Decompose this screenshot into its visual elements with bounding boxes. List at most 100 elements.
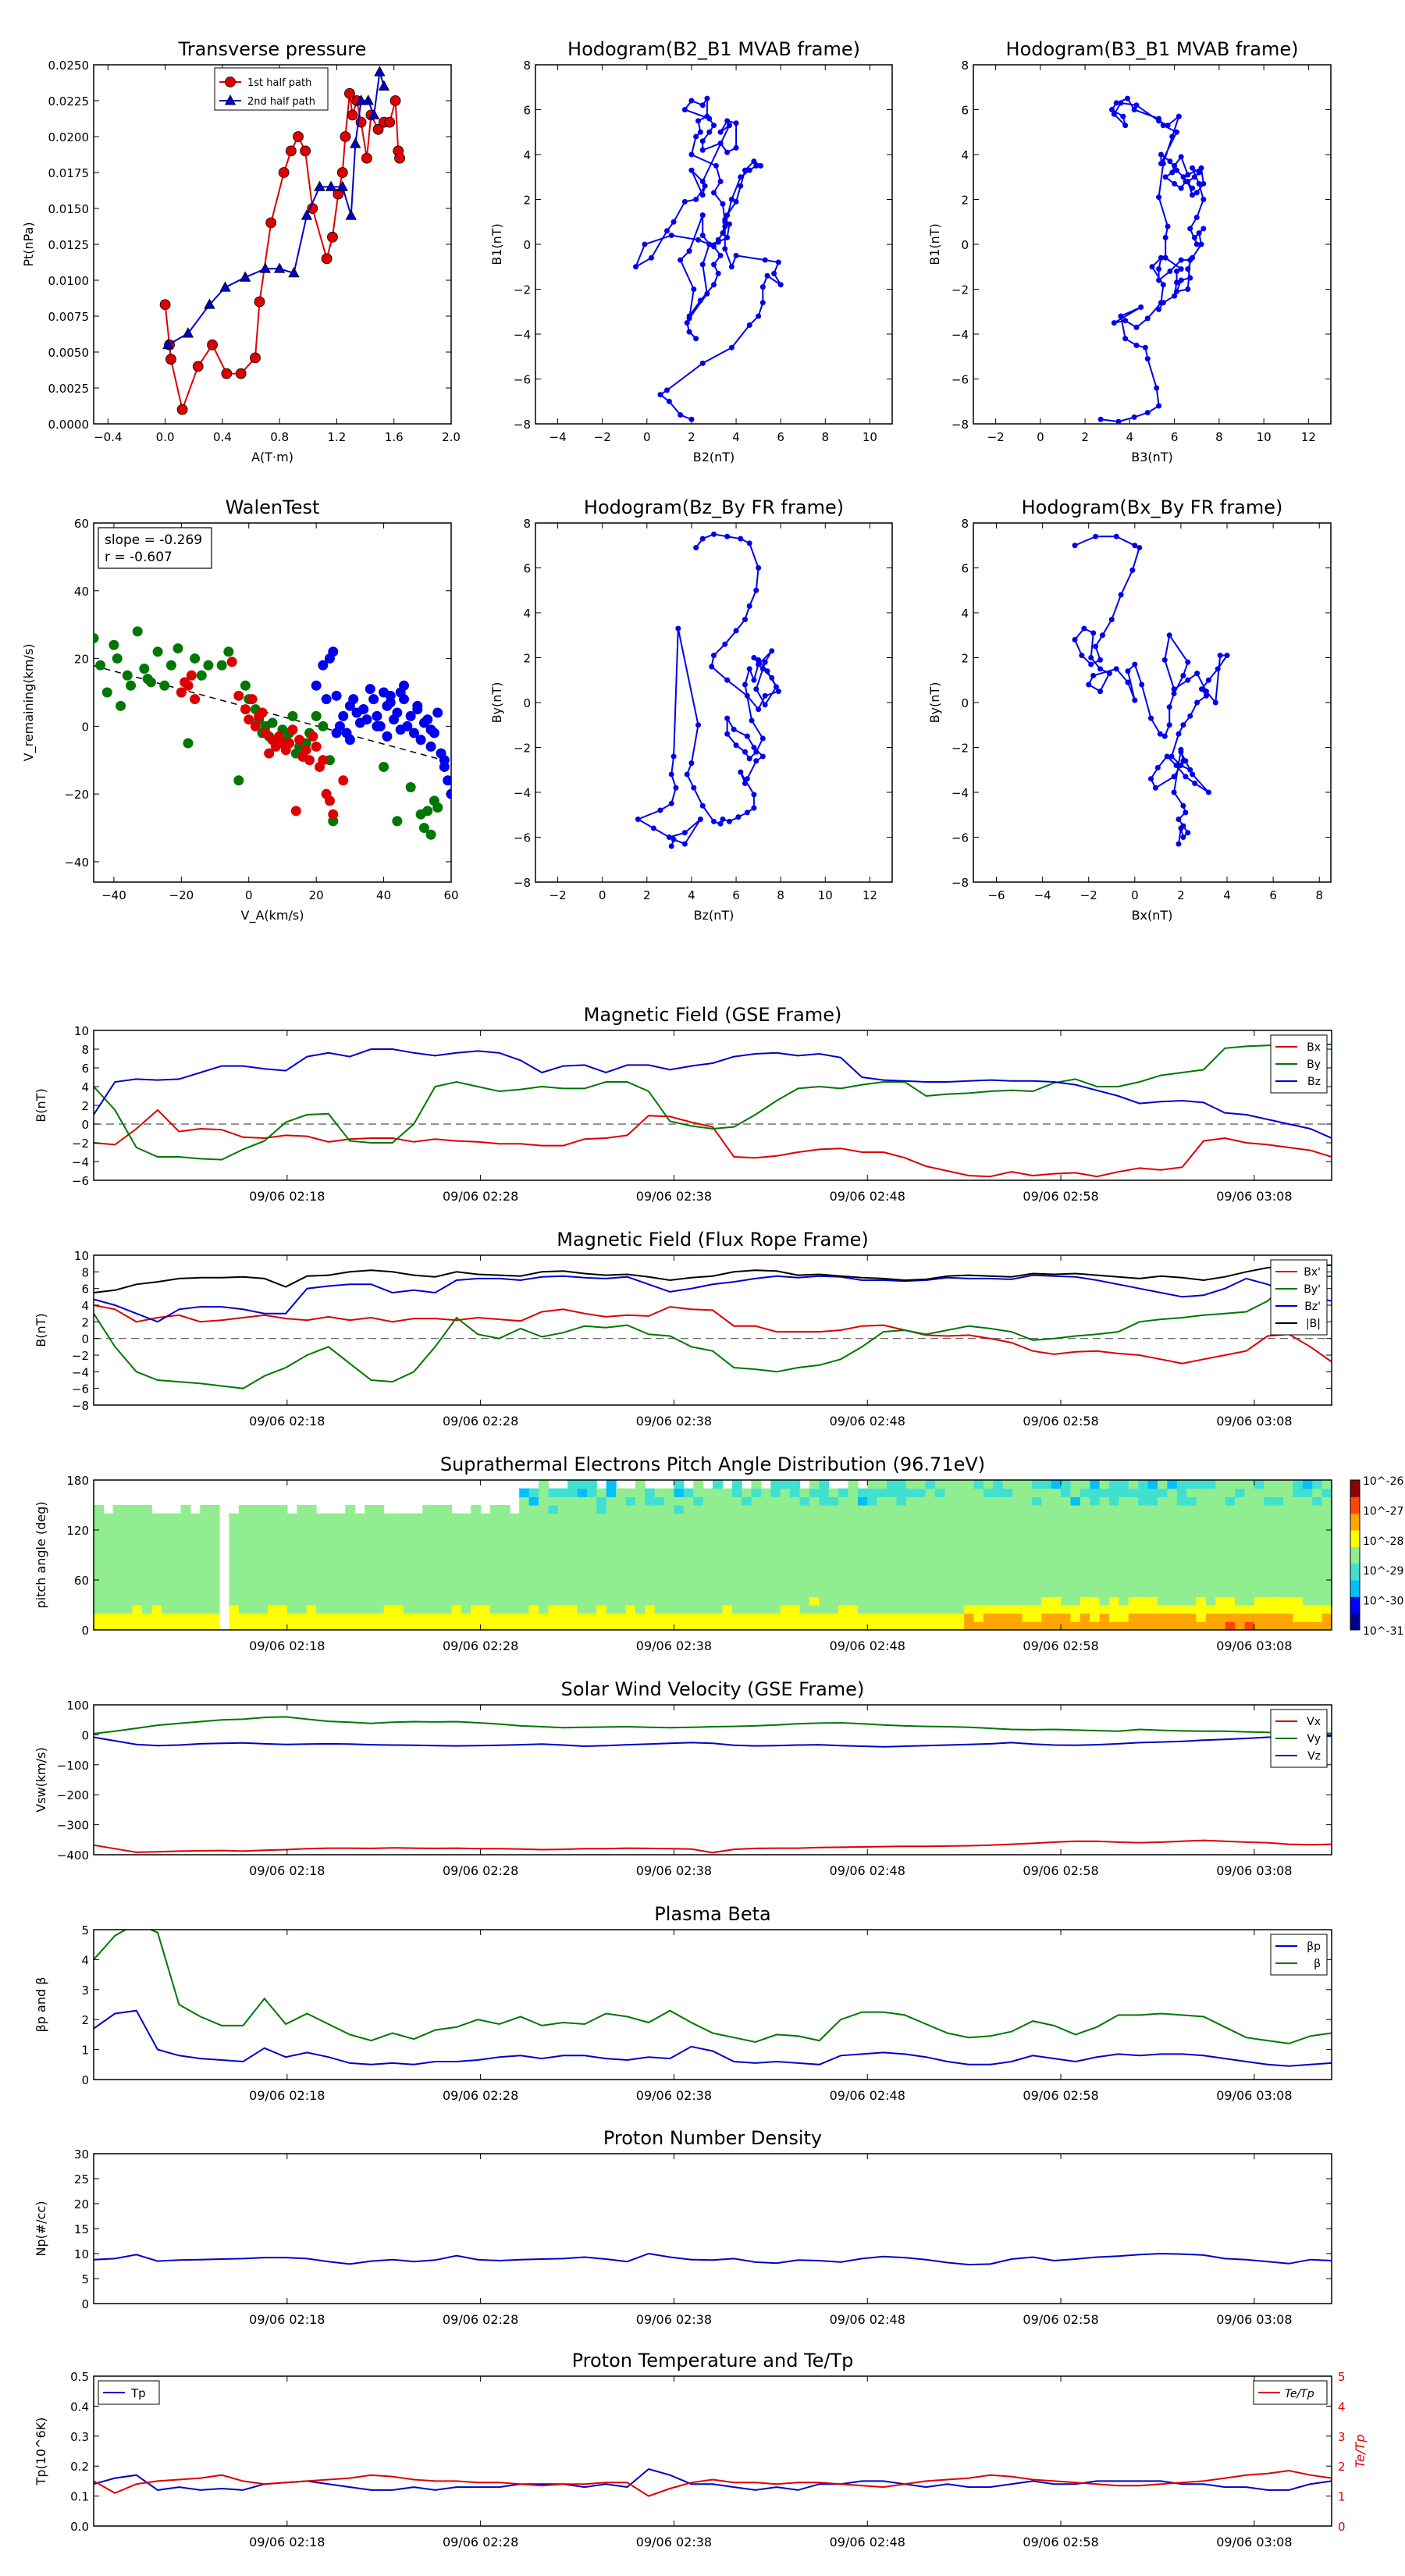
heatmap-cell — [490, 1505, 501, 1514]
heatmap-cell — [770, 1538, 781, 1547]
y-tick-label: 0.4 — [70, 2400, 89, 2414]
heatmap-cell — [500, 1605, 510, 1614]
data-point — [744, 733, 750, 739]
data-point — [126, 680, 137, 691]
heatmap-cell — [954, 1521, 965, 1531]
heatmap-cell — [577, 1621, 588, 1630]
heatmap-cell — [664, 1588, 675, 1597]
colorbar-segment — [1350, 1496, 1360, 1514]
heatmap-cell — [306, 1521, 317, 1531]
heatmap-cell — [123, 1546, 133, 1556]
heatmap-cell — [887, 1613, 898, 1622]
data-point — [681, 841, 688, 847]
data-point — [681, 830, 688, 836]
heatmap-cell — [383, 1621, 394, 1630]
heatmap-cell — [335, 1596, 346, 1606]
heatmap-cell — [799, 1563, 810, 1572]
heatmap-cell — [645, 1488, 656, 1497]
heatmap-cell — [297, 1513, 308, 1522]
heatmap-cell — [809, 1521, 820, 1531]
heatmap-cell — [171, 1571, 182, 1581]
heatmap-cell — [94, 1555, 104, 1564]
y-tick-label: −6 — [72, 1174, 89, 1188]
heatmap-cell — [451, 1538, 462, 1547]
heatmap-cell — [702, 1555, 713, 1564]
axes-frame — [93, 522, 452, 883]
legend-label: Te/Tp — [1285, 2388, 1314, 2400]
heatmap-cell — [828, 1538, 839, 1547]
heatmap-cell — [954, 1596, 965, 1606]
heatmap-cell — [577, 1555, 588, 1564]
heatmap-cell — [616, 1571, 627, 1581]
heatmap-cell — [1080, 1513, 1090, 1522]
heatmap-cell — [1119, 1505, 1129, 1514]
heatmap-cell — [896, 1563, 907, 1572]
heatmap-cell — [432, 1588, 443, 1597]
heatmap-cell — [325, 1605, 336, 1614]
heatmap-cell — [1283, 1505, 1294, 1514]
heatmap-cell — [760, 1588, 771, 1597]
data-point — [762, 659, 768, 665]
time-tick-label: 09/06 03:08 — [1216, 2535, 1292, 2549]
heatmap-cell — [742, 1605, 752, 1614]
heatmap-cell — [702, 1513, 713, 1522]
heatmap-cell — [577, 1505, 588, 1514]
heatmap-cell — [770, 1513, 781, 1522]
heatmap-cell — [432, 1530, 443, 1539]
heatmap-cell — [1147, 1480, 1158, 1489]
heatmap-cell — [973, 1563, 984, 1572]
heatmap-cell — [944, 1571, 955, 1581]
heatmap-cell — [268, 1580, 279, 1589]
heatmap-cell — [1061, 1488, 1072, 1497]
heatmap-cell — [1109, 1555, 1120, 1564]
time-tick-label: 09/06 03:08 — [1216, 1189, 1292, 1204]
heatmap-cell — [887, 1571, 898, 1581]
data-point — [1156, 266, 1162, 272]
data-point — [1131, 414, 1137, 420]
heatmap-cell — [112, 1596, 123, 1606]
heatmap-cell — [151, 1580, 162, 1589]
data-point — [1172, 162, 1178, 169]
heatmap-cell — [770, 1496, 781, 1506]
heatmap-cell — [451, 1596, 462, 1606]
heatmap-cell — [654, 1538, 665, 1547]
heatmap-cell — [905, 1563, 916, 1572]
heatmap-cell — [1090, 1563, 1101, 1572]
heatmap-cell — [645, 1546, 656, 1556]
heatmap-cell — [374, 1538, 385, 1547]
heatmap-cell — [664, 1538, 675, 1547]
y-tick-label: −6 — [514, 831, 531, 845]
heatmap-cell — [1176, 1513, 1187, 1522]
heatmap-cell — [1186, 1521, 1197, 1531]
heatmap-cell — [993, 1538, 1004, 1547]
heatmap-cell — [973, 1546, 984, 1556]
heatmap-cell — [1051, 1530, 1062, 1539]
heatmap-cell — [616, 1546, 627, 1556]
heatmap-cell — [954, 1580, 965, 1589]
heatmap-cell — [451, 1530, 462, 1539]
heatmap-cell — [664, 1546, 675, 1556]
data-point — [293, 131, 304, 142]
heatmap-cell — [1235, 1621, 1246, 1630]
y-tick-label: 0 — [81, 1728, 89, 1742]
heatmap-cell — [596, 1513, 607, 1522]
heatmap-cell — [654, 1505, 665, 1514]
heatmap-cell — [297, 1546, 308, 1556]
heatmap-cell — [1186, 1555, 1197, 1564]
y-axis-label: B(nT) — [34, 1088, 48, 1122]
x-tick-label: 2 — [688, 430, 695, 444]
panel-title: Hodogram(B2_B1 MVAB frame) — [567, 38, 860, 60]
series-line-Bz — [94, 1048, 1332, 1139]
heatmap-cell — [412, 1580, 423, 1589]
heatmap-cell — [819, 1513, 830, 1522]
data-point — [1171, 686, 1177, 692]
heatmap-cell — [209, 1596, 220, 1606]
data-point — [379, 761, 389, 772]
heatmap-cell — [1157, 1588, 1168, 1597]
data-point — [1081, 625, 1087, 632]
heatmap-cell — [1061, 1596, 1072, 1606]
heatmap-cell — [354, 1546, 365, 1556]
heatmap-cell — [896, 1605, 907, 1614]
heatmap-cell — [770, 1596, 781, 1606]
heatmap-cell — [828, 1530, 839, 1539]
